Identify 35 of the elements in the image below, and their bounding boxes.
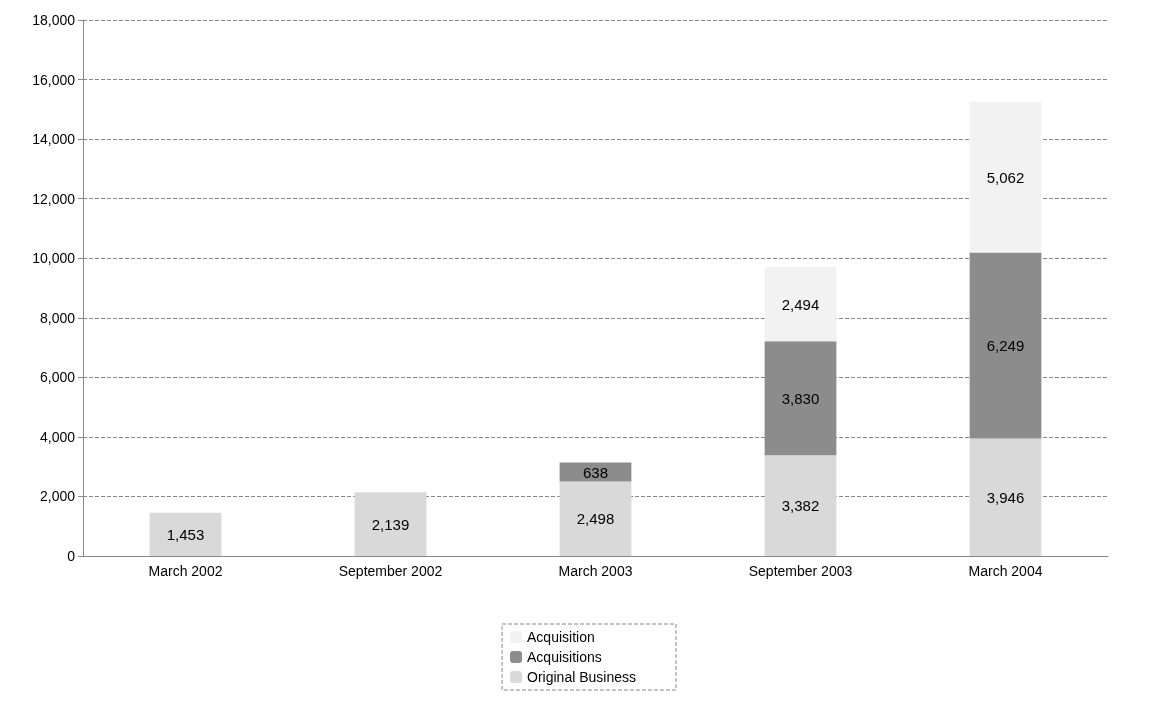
y-tick-label: 16,000 (32, 71, 76, 88)
y-tick-label: 0 (67, 548, 76, 564)
data-label: 6,249 (986, 336, 1025, 354)
x-tick-label: March 2002 (148, 563, 223, 579)
data-label: 3,382 (781, 497, 820, 515)
data-label: 638 (582, 463, 609, 481)
bar (764, 266, 837, 342)
x-tick-label: September 2003 (748, 563, 853, 579)
bar (969, 101, 1042, 253)
y-tick-label: 14,000 (32, 131, 76, 148)
data-label: 2,139 (371, 515, 410, 533)
x-tick-label: March 2004 (968, 563, 1043, 579)
bar (559, 481, 632, 556)
legend-label: Acquisitions (527, 649, 602, 665)
data-label: 5,062 (986, 168, 1025, 186)
y-tick-label: 10,000 (32, 250, 76, 267)
y-tick-label: 6,000 (39, 369, 76, 386)
y-tick-label: 2,000 (39, 488, 76, 505)
data-label: 3,830 (781, 389, 820, 407)
legend-label: Original Business (527, 669, 636, 685)
data-label: 2,498 (576, 510, 615, 528)
y-tick-label: 8,000 (39, 309, 76, 326)
bar (764, 455, 837, 556)
y-tick-label: 4,000 (39, 428, 76, 445)
data-label: 2,494 (781, 295, 820, 313)
y-tick-label: 18,000 (32, 12, 76, 28)
bar (149, 512, 222, 556)
x-tick-label: March 2003 (558, 563, 633, 579)
bar (969, 438, 1042, 556)
x-tick-label: September 2002 (338, 563, 443, 579)
bar (354, 492, 427, 556)
legend-label: Acquisition (527, 629, 595, 645)
data-label: 1,453 (166, 525, 205, 543)
data-label: 3,946 (986, 488, 1025, 506)
y-tick-label: 12,000 (32, 190, 76, 207)
